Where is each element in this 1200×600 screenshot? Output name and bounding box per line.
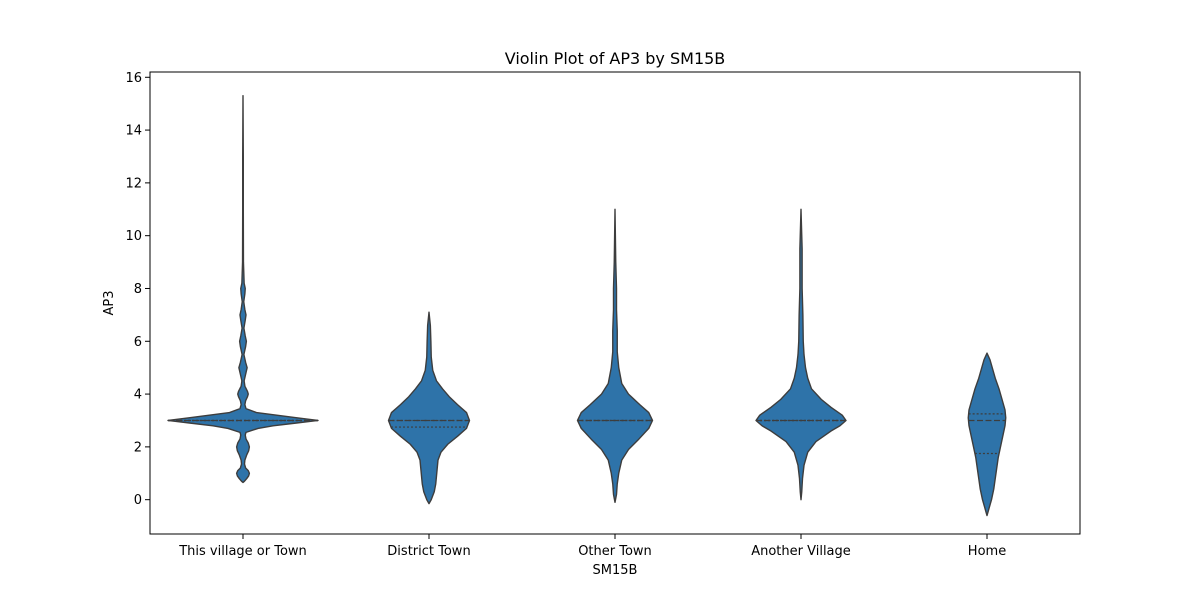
y-tick-label: 12: [125, 176, 142, 191]
x-tick-label: Another Village: [751, 544, 851, 559]
plot-area: [167, 95, 1007, 517]
violin-body: [967, 352, 1007, 517]
violin-body: [755, 208, 847, 501]
y-tick-label: 4: [134, 388, 142, 403]
y-axis-label: AP3: [102, 290, 117, 315]
y-tick-label: 8: [134, 282, 142, 297]
x-tick-label: This village or Town: [178, 544, 307, 559]
violin-body: [167, 95, 319, 484]
violin-body: [576, 208, 654, 504]
y-tick-label: 0: [134, 493, 142, 508]
x-tick-label: District Town: [387, 544, 470, 559]
y-tick-label: 16: [125, 71, 142, 86]
x-tick-label: Home: [968, 544, 1006, 559]
y-tick-label: 2: [134, 440, 142, 455]
x-tick-label: Other Town: [578, 544, 652, 559]
x-axis-label: SM15B: [593, 563, 638, 578]
chart-title: Violin Plot of AP3 by SM15B: [505, 49, 726, 68]
y-tick-label: 6: [134, 335, 142, 350]
x-axis: This village or Town District Town Other T…: [178, 534, 1006, 559]
y-tick-label: 10: [125, 229, 142, 244]
y-axis: 0 2 4 6 8 10 12 14 16: [125, 71, 150, 508]
y-tick-label: 14: [125, 124, 142, 139]
violin-body: [387, 311, 471, 505]
